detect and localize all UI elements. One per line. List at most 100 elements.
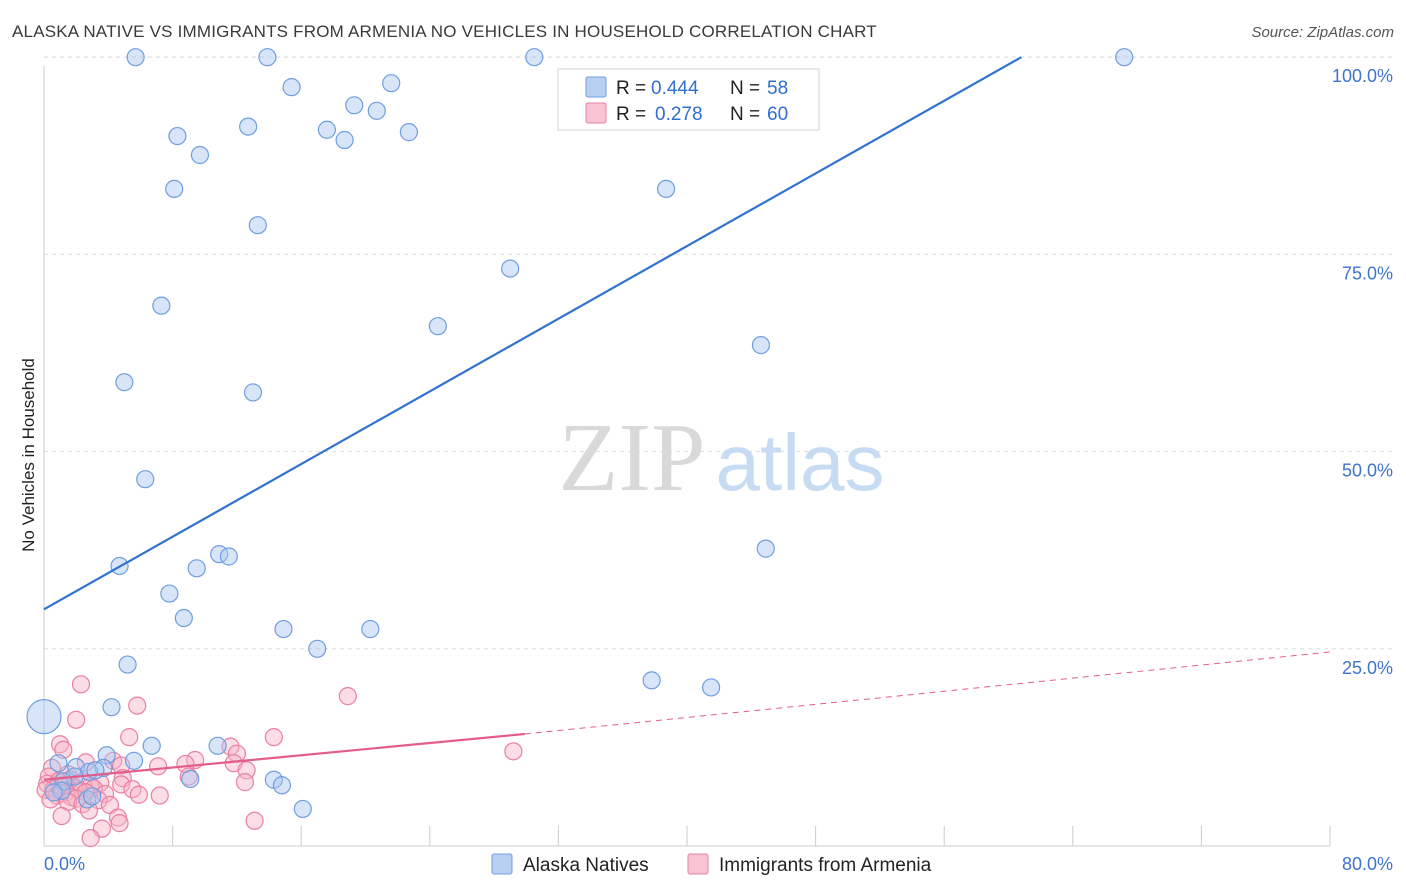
alaska-point [317,120,337,139]
alaska-point [272,776,292,795]
alaska-point [115,373,134,392]
alaska-point [243,383,263,402]
armenia-point [235,773,255,792]
alaska-trend-line [43,56,1022,611]
armenia-point [150,786,169,805]
alaska-point [1115,48,1134,67]
grid-lines [44,56,1395,650]
alaska-point [165,179,184,199]
alaska-point [756,539,775,558]
series-armenia-points [36,675,523,848]
alaska-point [208,736,227,755]
alaska-point [702,678,721,697]
alaska-point [187,559,206,578]
legend-pink-swatch [585,102,607,124]
alaska-point [657,179,676,199]
alaska-point [248,216,267,235]
trend-lines [43,56,1331,781]
alaska-point [152,296,171,315]
watermark-zip: ZIP [559,404,706,512]
armenia-trend-line [43,732,525,781]
legend-stats: R = 0.444 N = 58 R = 0.278 N = 60 [557,68,820,131]
alaska-point [160,584,179,603]
armenia-point [52,806,71,826]
alaska-point [293,799,312,819]
tick-labels: 25.0% 50.0% 75.0% 100.0% 0.0% 80.0% [44,66,1393,874]
armenia-point [50,735,70,754]
y-tick-label: 100.0% [1332,66,1393,86]
alaska-point [219,547,238,566]
armenia-point [54,740,73,759]
alaska-point [258,48,277,67]
armenia-point [67,710,86,729]
armenia-point [112,775,131,794]
alaska-point [335,130,354,150]
watermark: ZIP atlas [559,404,885,512]
legend-blue-r-value: 0.444 [651,78,699,99]
x-tick-label: 80.0% [1342,854,1393,874]
alaska-point [78,790,97,809]
alaska-point [83,787,102,806]
legend-armenia-swatch [687,853,709,875]
alaska-point [118,655,137,674]
source-label: Source: ZipAtlas.com [1251,24,1394,41]
alaska-point [239,117,258,136]
armenia-trend-extension [524,651,1331,735]
legend-series: Alaska Natives Immigrants from Armenia [491,853,932,876]
alaska-point [102,698,121,717]
armenia-point [338,687,357,706]
alaska-point [44,783,63,802]
watermark-atlas: atlas [716,418,885,507]
armenia-point [128,696,147,715]
armenia-point [129,785,148,804]
armenia-point [264,728,283,747]
legend-blue-r-label: R = [616,78,646,99]
x-tick-label: 0.0% [44,854,85,874]
alaska-point [181,769,200,789]
alaska-point [361,619,380,639]
alaska-point [501,259,520,278]
alaska-point [142,736,161,755]
legend-blue-n-label: N = [730,78,760,99]
armenia-point [120,728,139,747]
legend-blue-swatch [585,76,607,98]
alaska-point [136,470,155,489]
y-tick-label: 50.0% [1342,461,1393,481]
alaska-point [525,48,544,67]
armenia-point [504,742,523,761]
y-tick-label: 75.0% [1342,263,1393,283]
alaska-point [124,751,144,770]
y-axis-label: No Vehicles in Household [19,358,38,552]
alaska-point [367,101,386,120]
alaska-point [308,639,327,658]
alaska-point [168,126,187,146]
legend-pink-n-value: 60 [767,104,788,125]
alaska-point [49,754,68,773]
legend-pink-n-label: N = [730,104,760,125]
legend-alaska-swatch [491,853,513,875]
alaska-point [126,48,145,67]
armenia-point [110,814,129,833]
alaska-point [642,671,661,690]
legend-blue-n-value: 58 [767,78,788,99]
legend-armenia-label: Immigrants from Armenia [719,855,932,876]
legend-alaska-label: Alaska Natives [523,855,649,876]
alaska-point [190,145,210,165]
chart-title: ALASKA NATIVE VS IMMIGRANTS FROM ARMENIA… [12,22,877,41]
alaska-point [428,317,447,336]
axes [43,66,1331,847]
legend-pink-r-label: R = [616,104,646,125]
alaska-point [345,96,364,115]
legend-pink-r-value: 0.278 [655,104,703,125]
alaska-point [274,619,293,639]
armenia-point [245,811,264,830]
y-tick-label: 25.0% [1342,658,1393,678]
alaska-point [751,335,771,355]
armenia-point [149,757,168,776]
alaska-point [282,78,301,97]
alaska-point [26,699,62,735]
alaska-point [382,74,401,93]
alaska-point [174,608,193,628]
armenia-point [71,675,91,694]
